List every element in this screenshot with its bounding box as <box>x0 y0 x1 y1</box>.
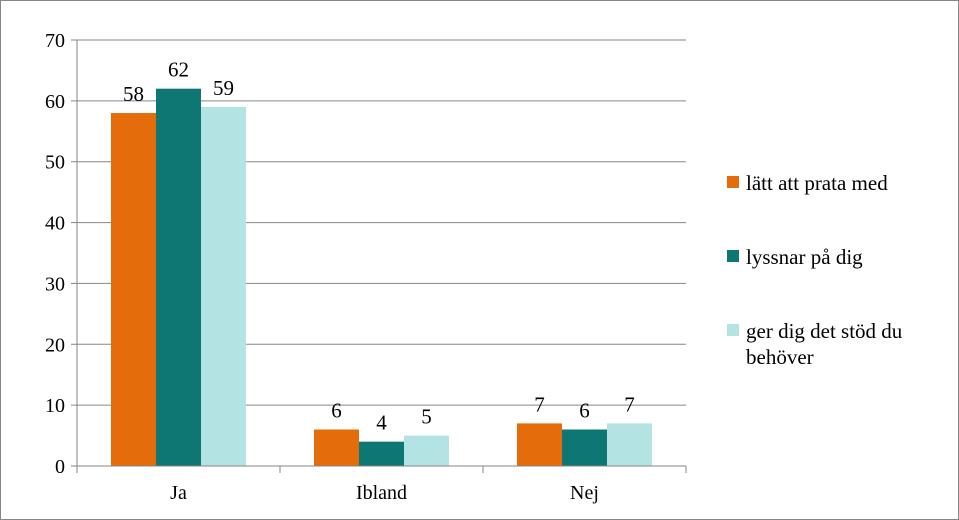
legend-swatch <box>727 176 739 188</box>
x-category-label: Ibland <box>356 482 407 504</box>
y-tick-label: 40 <box>45 213 65 235</box>
data-label: 59 <box>213 76 234 100</box>
data-labels: 58 62 59 6 4 5 7 6 7 <box>123 58 635 435</box>
x-category-label: Nej <box>570 482 599 504</box>
bar <box>156 88 201 466</box>
bar <box>562 429 607 466</box>
y-tick-label: 10 <box>45 395 65 417</box>
y-tick-label: 60 <box>45 91 65 113</box>
legend-label: lyssnar på dig <box>746 245 863 269</box>
bar <box>359 441 404 466</box>
data-label: 6 <box>579 398 590 422</box>
bar <box>201 106 246 466</box>
bars <box>111 88 652 467</box>
bar <box>404 435 449 466</box>
bar <box>607 423 652 466</box>
data-label: 6 <box>331 398 342 422</box>
bar <box>517 423 562 466</box>
data-label: 58 <box>123 82 144 106</box>
legend-label: ger dig det stöd du <box>746 319 903 343</box>
bar <box>314 429 359 466</box>
data-label: 4 <box>376 411 387 435</box>
legend: lätt att prata med lyssnar på dig ger dig … <box>727 171 903 369</box>
legend-label: behöver <box>746 345 814 369</box>
y-tick-label: 70 <box>45 30 65 52</box>
data-label: 7 <box>534 392 545 416</box>
y-tick-label: 30 <box>45 273 65 295</box>
axes: 0 10 20 30 40 50 60 70 Ja Ibland Nej <box>45 30 687 504</box>
bar <box>111 113 156 467</box>
legend-swatch <box>727 250 739 262</box>
x-category-label: Ja <box>170 482 187 504</box>
data-label: 7 <box>624 392 635 416</box>
y-tick-label: 50 <box>45 152 65 174</box>
legend-label: lätt att prata med <box>746 171 888 195</box>
y-tick-label: 0 <box>55 456 65 478</box>
legend-swatch <box>727 324 739 336</box>
y-tick-label: 20 <box>45 334 65 356</box>
data-label: 5 <box>421 405 432 429</box>
data-label: 62 <box>168 58 189 82</box>
